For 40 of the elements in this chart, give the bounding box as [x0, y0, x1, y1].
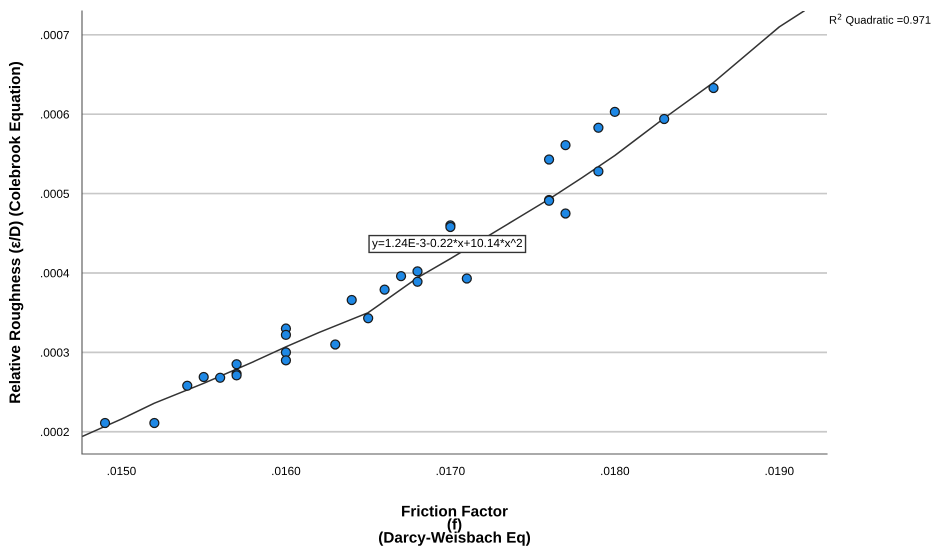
point [462, 273, 472, 284]
annotation: y=1.24E-3-0.22*x+10.14*x^2 [372, 238, 522, 250]
point [396, 271, 406, 282]
point [330, 339, 340, 350]
y-axis-title: Relative Roughness (ε/D) (Colebrook Equation) [8, 62, 24, 403]
point [149, 418, 160, 428]
point [708, 82, 719, 94]
x-axis-title: Friction Factor (f) (Darcy-Weisbach Eq) [378, 505, 530, 546]
point [379, 284, 390, 295]
point [100, 418, 110, 428]
point [593, 166, 604, 176]
x-tick-label: .0150 [108, 466, 136, 476]
point [231, 359, 242, 370]
point [280, 330, 292, 340]
point [280, 355, 292, 366]
y-tick-label: .0006 [41, 110, 69, 119]
point [412, 266, 423, 277]
point [560, 140, 571, 150]
point [346, 294, 357, 306]
y-tick-label: .0003 [41, 348, 69, 357]
point [182, 380, 192, 391]
point [412, 276, 423, 287]
point [560, 208, 571, 219]
line-series [82, 11, 805, 438]
y-tick-label: .0005 [41, 190, 70, 198]
point [198, 372, 209, 382]
x-tick-label: .0160 [272, 466, 300, 476]
y-tick-label: .0007 [41, 30, 69, 40]
point [544, 154, 554, 165]
point [610, 106, 620, 117]
y-tick-label: .0004 [41, 269, 70, 278]
x-tick-label: .0180 [601, 466, 630, 476]
text: R$^{2}$ Quadratic =0.971 [830, 14, 930, 26]
x-tick-label: .0170 [436, 466, 465, 476]
point [215, 372, 226, 383]
point [593, 122, 604, 133]
y-tick-label: .0002 [41, 428, 69, 436]
point [363, 313, 374, 324]
x-tick-label: .0190 [766, 466, 794, 476]
point [659, 114, 670, 124]
